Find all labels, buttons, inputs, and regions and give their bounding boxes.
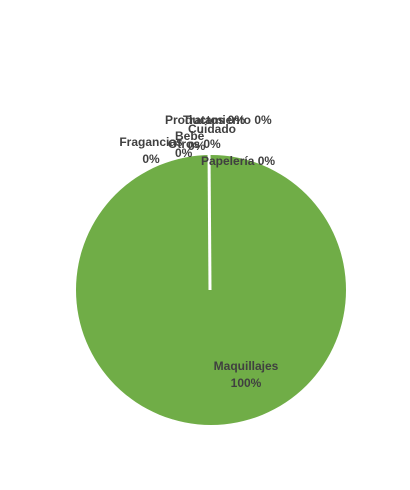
- data-label-name-maquillajes: Maquillajes: [214, 359, 279, 373]
- data-label-tratamiento: Tratamiento 0%: [183, 113, 272, 127]
- data-label-otros: Otros 0%: [168, 137, 221, 151]
- data-label-pct-bebe: 0%: [175, 146, 193, 160]
- pie-slice-maquillajes: [76, 155, 346, 425]
- labels-layer: Maquillajes 100%Papelería 0%Fragancias 0%T…: [119, 113, 278, 390]
- data-label-maquillajes: Maquillajes 100%: [214, 359, 279, 390]
- data-label-pct-cuidado: 0%: [188, 139, 206, 153]
- slice-separator-line: [207, 148, 212, 291]
- data-label-cuidado: Cuidado 0%: [188, 122, 236, 153]
- data-label-name-bebe: Bebé: [175, 129, 205, 143]
- data-label-productos: Productos 0%: [165, 113, 245, 127]
- data-label-fragancias: Fragancias 0%: [119, 135, 183, 166]
- data-label-bebe: Bebé 0%: [175, 129, 205, 160]
- data-label-name-fragancias: Fragancias: [119, 135, 183, 149]
- data-label-pct-maquillajes: 100%: [231, 376, 262, 390]
- data-label-pct-fragancias: 0%: [142, 152, 160, 166]
- data-label-papeleria: Papelería 0%: [201, 154, 275, 168]
- data-label-name-cuidado: Cuidado: [188, 122, 236, 136]
- slices-layer: [76, 148, 346, 425]
